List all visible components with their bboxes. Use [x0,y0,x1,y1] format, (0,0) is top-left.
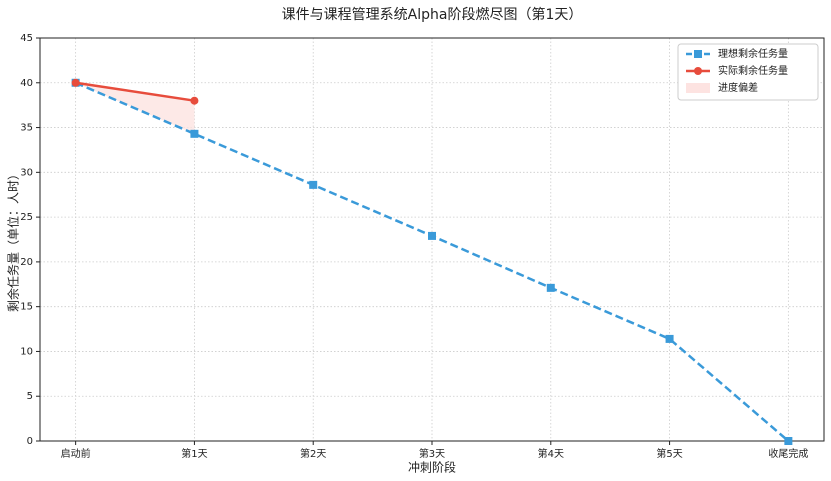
deviation-area [75,82,195,134]
marker [784,437,793,445]
x-tick-label: 第4天 [538,447,564,460]
legend-label: 理想剩余任务量 [718,47,788,60]
legend-box [677,43,819,101]
marker [190,96,199,105]
legend-label: 实际剩余任务量 [718,64,788,77]
marker [546,283,555,292]
y-tick-label: 40 [20,78,33,89]
marker [309,180,318,189]
y-tick-label: 0 [27,436,33,447]
y-tick-label: 20 [20,257,33,268]
marker [71,78,80,87]
y-tick-label: 5 [27,391,33,402]
y-tick-label: 10 [20,346,33,357]
marker [665,334,674,343]
y-tick-label: 30 [20,167,33,178]
marker [190,129,199,138]
x-tick-label: 第1天 [181,447,207,460]
x-tick-label: 第2天 [300,447,326,460]
x-axis-label: 冲刺阶段 [408,460,456,475]
marker [428,231,436,240]
series-line [75,81,195,102]
x-tick-label: 第5天 [656,447,682,460]
y-tick-label: 15 [20,302,33,313]
chart-title: 课件与课程管理系统Alpha阶段燃尽图（第1天） [282,6,583,23]
x-tick-label: 收尾完成 [768,447,808,460]
x-tick-label: 第3天 [419,447,445,460]
legend-marker [694,67,702,75]
y-axis-label: 剩余任务量（单位：人时） [6,168,21,312]
y-tick-label: 25 [20,212,33,223]
y-tick-label: 35 [20,123,33,134]
x-tick-label: 启动前 [61,447,91,460]
legend-label: 进度偏差 [718,81,758,94]
y-tick-label: 45 [20,33,33,44]
legend-marker [694,50,702,58]
legend-swatch [686,83,710,93]
plot-frame [39,37,825,442]
